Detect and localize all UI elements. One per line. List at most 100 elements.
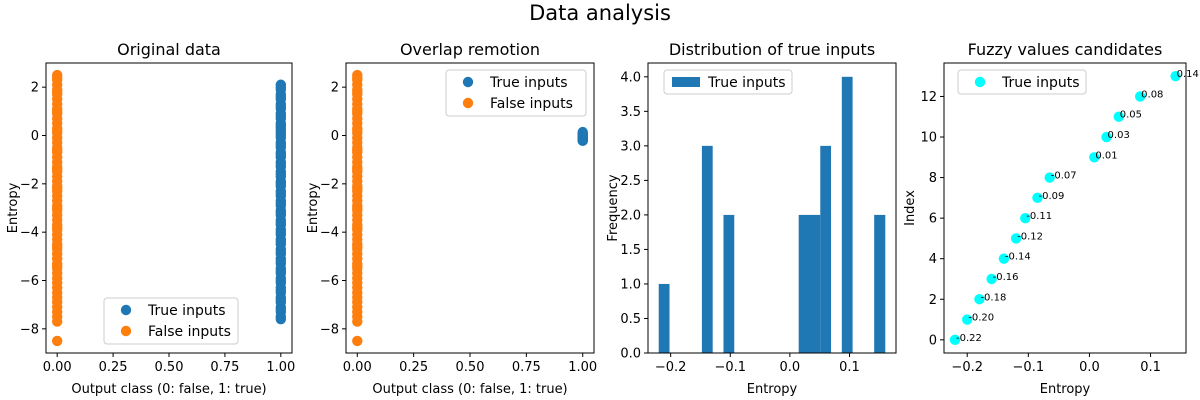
axes-frame bbox=[647, 62, 897, 354]
y-tick-label: 2.5 bbox=[620, 174, 641, 189]
y-tick-label: 2 bbox=[929, 293, 937, 308]
plot-area-2: 0.00 0.25 0.50 0.75 1.00 −8 −6 −4 −2 0 2 True input… bbox=[320, 62, 597, 375]
legend-box bbox=[445, 69, 587, 117]
true-inputs-point bbox=[275, 217, 287, 228]
true-inputs-point bbox=[1113, 111, 1124, 122]
panel-title: Original data bbox=[117, 40, 221, 59]
legend-label: True inputs bbox=[489, 75, 568, 91]
x-tick-label: 0.00 bbox=[43, 360, 72, 375]
plot-area-3: −0.2 −0.1 0.0 0.1 0.0 0.5 1.0 1.5 2.0 2.5 3.0 3.5 4.… bbox=[620, 62, 897, 375]
true-inputs-point bbox=[275, 197, 287, 209]
histogram-bar-6 bbox=[820, 145, 832, 353]
legend: True inputs bbox=[663, 69, 793, 95]
x-tick-label: 0.0 bbox=[780, 360, 801, 375]
point-annotation: 0.03 bbox=[1108, 130, 1130, 141]
x-tick-label: −0.2 bbox=[951, 360, 983, 375]
y-tick-label: 4.0 bbox=[620, 70, 641, 85]
true-inputs-point bbox=[275, 275, 287, 286]
y-tick-label: 0.5 bbox=[620, 312, 641, 327]
panel-title: Fuzzy values candidates bbox=[968, 40, 1163, 59]
true-inputs-point bbox=[275, 265, 287, 277]
y-tick-label: 6 bbox=[929, 212, 937, 227]
false-inputs-point bbox=[352, 72, 363, 83]
true-inputs-point bbox=[275, 236, 287, 248]
plot-area-1: 0.00 0.25 0.50 0.75 1.00 −8 −6 −4 −2 0 2 True input… bbox=[20, 62, 295, 375]
false-inputs-point bbox=[352, 316, 363, 327]
point-annotation: 0.14 bbox=[1177, 69, 1199, 80]
x-axis-label: Entropy bbox=[747, 382, 798, 397]
x-axis-label: Output class (0: false, 1: true) bbox=[372, 382, 567, 397]
legend-label: False inputs bbox=[148, 324, 231, 340]
true-inputs-point bbox=[1089, 152, 1100, 163]
panel-original-data: Original data Output class (0: false, 1:… bbox=[6, 40, 267, 397]
x-tick-label: 0.75 bbox=[512, 360, 541, 375]
x-tick-label: −0.2 bbox=[655, 360, 687, 375]
panel-title: Overlap remotion bbox=[400, 40, 540, 59]
histogram-bar-4 bbox=[798, 214, 810, 353]
y-tick-label: 0 bbox=[929, 333, 937, 348]
false-inputs-point bbox=[51, 260, 63, 272]
y-tick-label: 2 bbox=[331, 81, 339, 96]
true-inputs-point bbox=[275, 81, 287, 93]
true-inputs-point bbox=[275, 125, 287, 136]
y-tick-label: 3.5 bbox=[620, 105, 641, 120]
legend-label: True inputs bbox=[1001, 75, 1080, 91]
legend: True inputs False inputs bbox=[103, 297, 239, 345]
true-inputs-point bbox=[1032, 192, 1043, 204]
figure-title: Data analysis bbox=[529, 1, 671, 25]
x-tick-label: 0.25 bbox=[99, 360, 128, 375]
false-inputs-point bbox=[352, 144, 363, 156]
legend-label: True inputs bbox=[707, 75, 786, 91]
point-annotation: -0.20 bbox=[968, 313, 994, 324]
y-axis-label: Entropy bbox=[6, 182, 21, 233]
false-inputs-point bbox=[352, 202, 363, 214]
legend-box bbox=[103, 297, 239, 345]
false-inputs-point bbox=[352, 241, 363, 252]
true-inputs-point bbox=[275, 207, 287, 219]
y-tick-label: 0 bbox=[331, 129, 339, 144]
y-tick-label: −2 bbox=[320, 177, 339, 192]
true-inputs-point bbox=[275, 313, 287, 325]
y-tick-label: −6 bbox=[20, 274, 39, 289]
true-inputs-point bbox=[275, 284, 287, 296]
false-inputs-point bbox=[352, 106, 363, 117]
true-inputs-point bbox=[577, 126, 588, 138]
point-annotation: -0.22 bbox=[956, 333, 982, 344]
y-tick-label: −4 bbox=[320, 226, 339, 241]
y-tick-label: 0 bbox=[31, 129, 39, 144]
false-inputs-point bbox=[51, 222, 63, 233]
histogram-bar-3 bbox=[723, 214, 735, 353]
false-inputs-point bbox=[352, 222, 363, 233]
panel-overlap-remotion: Overlap remotion Output class (0: false,… bbox=[306, 40, 568, 397]
true-inputs-point bbox=[275, 304, 287, 315]
false-inputs-point bbox=[51, 72, 63, 83]
true-inputs-point bbox=[275, 255, 287, 267]
point-annotation: -0.16 bbox=[993, 272, 1019, 283]
false-inputs-point bbox=[51, 125, 63, 136]
histogram-bar-2 bbox=[701, 145, 713, 353]
x-tick-label: 0.50 bbox=[456, 360, 485, 375]
x-tick-label: −0.1 bbox=[714, 360, 746, 375]
legend-label: False inputs bbox=[490, 96, 573, 112]
legend-marker bbox=[120, 304, 132, 316]
y-tick-label: 12 bbox=[920, 90, 937, 105]
true-inputs-point bbox=[998, 253, 1010, 264]
true-inputs-point bbox=[275, 168, 287, 180]
y-tick-label: 8 bbox=[929, 171, 937, 186]
x-tick-label: 1.00 bbox=[568, 360, 597, 375]
histogram-bar-1 bbox=[658, 283, 670, 353]
y-tick-label: 1.0 bbox=[620, 277, 641, 292]
point-annotation: 0.01 bbox=[1095, 150, 1117, 161]
true-inputs-point bbox=[1134, 91, 1146, 102]
panel-fuzzy-candidates: Fuzzy values candidates Entropy Index bbox=[903, 40, 1162, 397]
legend-marker bbox=[462, 76, 474, 88]
point-annotation: -0.18 bbox=[980, 292, 1006, 303]
x-tick-label: 0.1 bbox=[839, 360, 860, 375]
false-inputs-point bbox=[51, 241, 63, 252]
point-annotation: -0.12 bbox=[1017, 231, 1043, 242]
point-annotation: -0.09 bbox=[1039, 191, 1065, 202]
legend-swatch bbox=[672, 77, 700, 87]
true-inputs-point bbox=[1020, 212, 1031, 224]
true-inputs-point bbox=[1044, 172, 1055, 183]
